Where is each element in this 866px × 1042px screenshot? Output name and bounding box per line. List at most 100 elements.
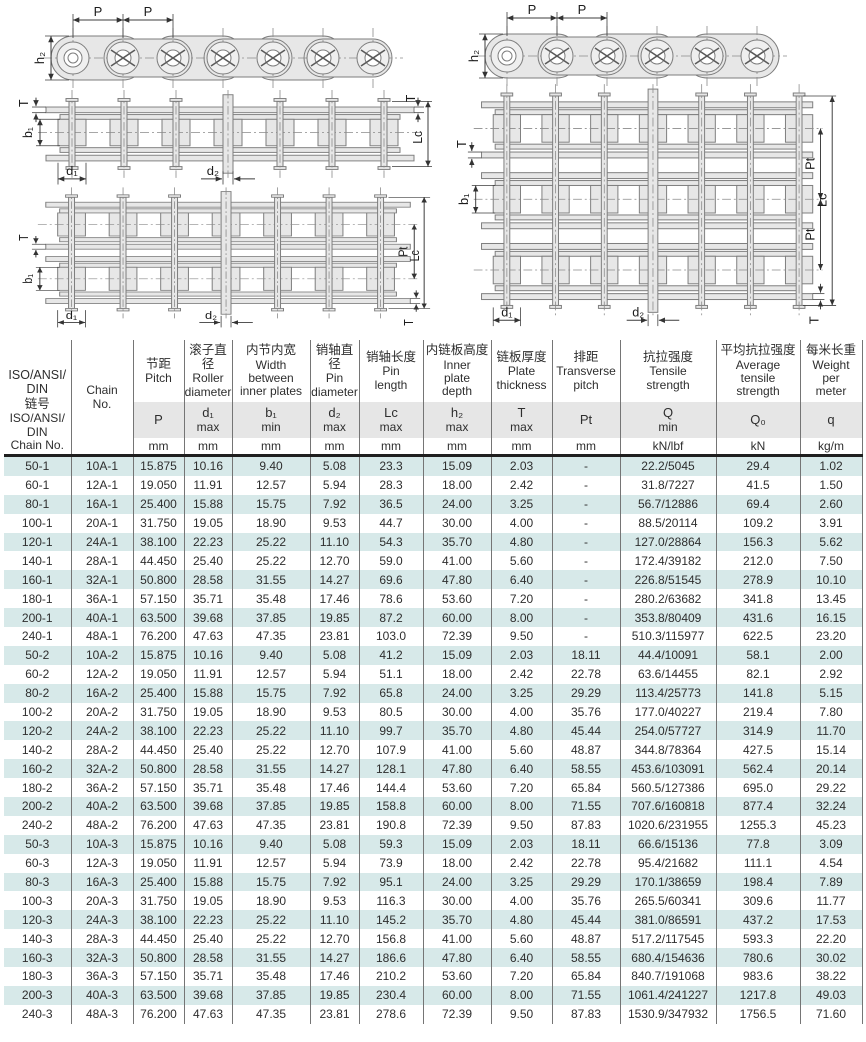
dim-label-plate_thickness: T [17,99,31,107]
table-cell: 41.00 [422,929,492,949]
table-cell: 15.88 [183,872,233,892]
table-row-120-1: 120-1 24A-1 38.100 22.23 25.22 11.10 54.3 35.70… [4,532,863,552]
column-header-10: 排距 Transverse pitch [551,340,621,402]
table-cell: 254.0/57727 [619,721,717,741]
table-cell: 190.8 [358,815,424,835]
table-cell: 113.4/25773 [619,683,717,703]
table-cell: 71.55 [551,797,621,816]
unit-cell-10: mm [551,438,621,457]
dim-label-inner_width: b₁ [20,274,35,284]
table-cell: 100-1 [4,513,72,533]
table-cell: 1061.4/241227 [619,985,717,1005]
table-cell: 22.20 [799,929,863,949]
table-cell: 680.4/154636 [619,948,717,968]
table-cell: 12.57 [231,853,311,873]
column-header-6: 销轴直径 Pin diameter [309,340,360,402]
table-cell: 707.6/160818 [619,797,717,816]
table-cell: 28A-3 [70,929,134,949]
table-cell: 1217.8 [715,985,801,1005]
roller-chain-side-view-diagram: P Ph₂ [32,4,403,88]
symbol-cell-13: q [799,402,863,438]
unit-cell-8: mm [422,438,492,457]
table-cell: 2.42 [490,475,553,495]
table-cell: 2.00 [799,645,863,665]
unit-cell-5: mm [231,438,311,457]
table-cell: 47.63 [183,627,233,646]
table-cell: 63.500 [132,797,185,816]
table-cell: 353.8/80409 [619,608,717,628]
table-cell: 10A-3 [70,834,134,854]
table-cell: 18.11 [551,834,621,854]
table-cell: 39.68 [183,985,233,1005]
table-cell: 59.0 [358,551,424,571]
table-row-60-3: 60-3 12A-3 19.050 11.91 12.57 5.94 73.9 18.00 2.… [4,853,863,873]
table-cell: 11.10 [309,910,360,930]
table-cell: 53.60 [422,967,492,986]
triplex-chain-plan-view-diagram: Tb₁ Pt Pt Lc d₁ d₂ T [454,84,837,327]
table-cell: 48.87 [551,740,621,760]
table-cell: 140-3 [4,929,72,949]
table-cell: 95.4/21682 [619,853,717,873]
table-cell: 431.6 [715,608,801,628]
table-cell: 57.150 [132,967,185,986]
table-cell: 226.8/51545 [619,570,717,590]
table-cell: 200-3 [4,985,72,1005]
table-cell: 51.1 [358,664,424,684]
table-cell: 4.80 [490,721,553,741]
table-cell: 156.8 [358,929,424,949]
table-cell: 6.40 [490,948,553,968]
unit-cell-4: mm [183,438,233,457]
table-cell: 9.53 [309,891,360,911]
table-cell: 7.80 [799,702,863,722]
table-cell: 593.3 [715,929,801,949]
iso-header-en: ISO/ANSI/ DIN Chain No. [9,411,65,452]
table-cell: 7.92 [309,872,360,892]
column-header-9: 链板厚度 Plate thickness [490,340,553,402]
table-cell: 47.63 [183,1004,233,1024]
table-cell: 60-1 [4,475,72,495]
table-row-140-3: 140-3 28A-3 44.450 25.40 25.22 12.70 156.8 41.0… [4,929,863,949]
table-cell: 37.85 [231,797,311,816]
table-cell: 15.14 [799,740,863,760]
table-cell: 20.14 [799,759,863,779]
table-cell: 23.3 [358,455,424,476]
table-cell: 65.8 [358,683,424,703]
table-cell: 10.16 [183,455,233,476]
table-cell: 25.22 [231,929,311,949]
table-cell: 78.6 [358,589,424,609]
table-cell: 63.500 [132,608,185,628]
table-cell: 15.75 [231,872,311,892]
table-cell: 381.0/86591 [619,910,717,930]
table-cell: 36A-1 [70,589,134,609]
table-cell: 45.23 [799,815,863,835]
table-cell: 12A-1 [70,475,134,495]
table-cell: 22.2/5045 [619,455,717,476]
table-cell: 31.750 [132,513,185,533]
table-cell: 36.5 [358,494,424,514]
table-cell: 80-1 [4,494,72,514]
table-cell: 25.400 [132,494,185,514]
table-cell: 35.71 [183,967,233,986]
table-cell: 49.03 [799,985,863,1005]
table-cell: 12.70 [309,929,360,949]
table-cell: 2.03 [490,455,553,476]
column-header-3: 节距 Pitch [132,340,185,402]
table-cell: 24A-2 [70,721,134,741]
table-row-100-3: 100-3 20A-3 31.750 19.05 18.90 9.53 116.3 30.00… [4,891,863,911]
table-cell: 15.88 [183,683,233,703]
table-cell: 14.27 [309,759,360,779]
table-cell: 23.81 [309,627,360,646]
table-cell: 32.24 [799,797,863,816]
table-row-120-2: 120-2 24A-2 38.100 22.23 25.22 11.10 99.7 35.70… [4,721,863,741]
dim-label-roller_diameter: d₁ [66,164,78,178]
table-cell: 200-1 [4,608,72,628]
dim-label-plate_height: h₂ [32,52,47,64]
table-row-180-3: 180-3 36A-3 57.150 35.71 35.48 17.46 210.2 53.6… [4,967,863,986]
table-cell: 72.39 [422,627,492,646]
table-cell: 120-2 [4,721,72,741]
table-cell: 87.83 [551,815,621,835]
table-cell: 44.450 [132,929,185,949]
